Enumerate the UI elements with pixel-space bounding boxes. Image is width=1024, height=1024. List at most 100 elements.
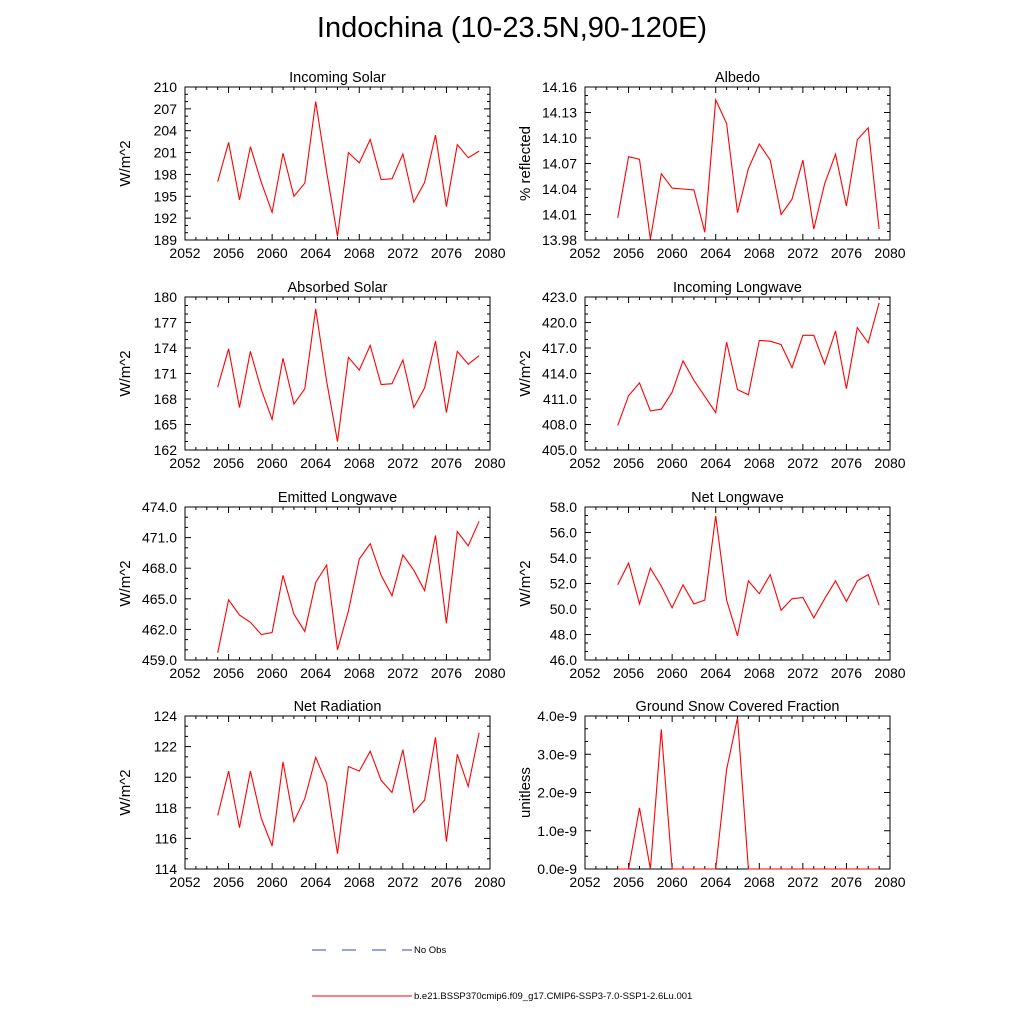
plot-frame [584,86,891,241]
y-tick-label: 168 [154,391,178,407]
x-tick-label: 2072 [787,455,818,471]
x-tick-label: 2060 [657,455,688,471]
legend-model-label: b.e21.BSSP370cmip6.f09_g17.CMIP6-SSP3-7.… [414,991,692,1002]
series-line [217,308,480,442]
y-tick-label: 417.0 [542,340,577,356]
y-tick-label: 180 [154,289,178,305]
y-tick-label: 474.0 [142,499,177,515]
y-tick-label: 52.0 [550,576,577,592]
y-tick-label: 177 [154,315,178,331]
chart-panel-7: Net Radiation W/m^2 2052 2056 2060 2064 2068 20… [117,699,506,890]
chart-panel-3: Absorbed Solar W/m^2 2052 2056 2060 2064 2068 2… [117,280,506,471]
chart-panel-1: Incoming Solar W/m^2 2052 2056 2060 2064 2068 2… [117,70,506,261]
figure-title: Indochina (10-23.5N,90-120E) [316,12,708,44]
x-tick-label: 2076 [831,874,862,890]
y-tick-label: 210 [154,79,178,95]
panel-title: Ground Snow Covered Fraction [636,699,840,715]
x-tick-label: 2060 [657,874,688,890]
series-line [217,732,480,854]
x-tick-label: 2060 [257,245,288,261]
x-tick-label: 2076 [831,245,862,261]
legend: No Obs b.e21.BSSP370cmip6.f09_g17.CMIP6-S… [312,945,692,1002]
x-tick-label: 2064 [700,665,731,681]
y-axis-label: W/m^2 [117,560,134,606]
y-tick-label: 465.0 [142,591,177,607]
x-tick-label: 2076 [431,665,462,681]
y-tick-label: 2.0e-9 [537,785,577,801]
y-tick-label: 207 [154,101,178,117]
plot-frame [184,86,491,241]
x-tick-label: 2052 [169,455,200,471]
y-tick-label: 48.0 [550,627,577,643]
y-tick-label: 114 [155,861,178,877]
y-axis-label: W/m^2 [517,560,534,606]
plot-frame [584,506,891,661]
series-line [617,302,880,426]
y-tick-label: 420.0 [542,315,577,331]
x-tick-label: 2068 [744,245,775,261]
x-tick-label: 2056 [613,874,644,890]
x-tick-label: 2076 [831,455,862,471]
x-tick-label: 2072 [387,455,418,471]
plot-frame [184,715,491,870]
y-tick-label: 14.01 [542,207,577,223]
panel-title: Emitted Longwave [278,490,397,506]
y-axis-label: W/m^2 [117,140,134,186]
y-tick-label: 411.0 [543,391,577,407]
y-tick-label: 414.0 [542,366,577,382]
x-tick-label: 2076 [431,455,462,471]
y-axis-label: % reflected [517,126,534,201]
y-tick-label: 46.0 [550,652,577,668]
y-tick-label: 174 [154,340,178,356]
series-line [217,521,480,654]
x-tick-label: 2056 [213,665,244,681]
y-axis-label: W/m^2 [117,769,134,815]
x-tick-label: 2072 [787,665,818,681]
x-tick-label: 2072 [787,245,818,261]
x-tick-label: 2060 [257,874,288,890]
y-tick-label: 58.0 [550,499,577,515]
y-tick-label: 14.07 [542,156,577,172]
x-tick-label: 2080 [474,874,505,890]
y-tick-label: 423.0 [542,289,577,305]
y-tick-label: 462.0 [142,621,177,637]
y-tick-label: 471.0 [142,530,177,546]
plot-frame [584,296,891,451]
y-tick-label: 1.0e-9 [537,823,577,839]
y-tick-label: 120 [154,769,178,785]
legend-obs-label: No Obs [414,945,446,956]
series-line [617,97,880,240]
x-tick-label: 2056 [213,245,244,261]
x-tick-label: 2076 [831,665,862,681]
panel-title: Incoming Solar [289,70,386,86]
y-tick-label: 204 [154,123,178,139]
x-tick-label: 2072 [787,874,818,890]
y-tick-label: 14.13 [542,105,577,121]
x-tick-label: 2064 [700,874,731,890]
x-tick-label: 2068 [744,455,775,471]
x-tick-label: 2068 [344,245,375,261]
y-tick-label: 122 [154,739,178,755]
series-line [617,515,880,636]
y-tick-label: 14.04 [542,181,577,197]
x-tick-label: 2064 [700,245,731,261]
x-tick-label: 2080 [874,874,905,890]
y-tick-label: 192 [154,210,178,226]
x-tick-label: 2052 [169,245,200,261]
chart-panel-2: Albedo % reflected 2052 2056 2060 2064 2068 207… [517,70,906,261]
x-tick-label: 2052 [169,874,200,890]
x-tick-label: 2072 [387,245,418,261]
x-tick-label: 2064 [300,455,331,471]
x-tick-label: 2060 [257,665,288,681]
x-tick-label: 2080 [874,665,905,681]
x-tick-label: 2072 [387,874,418,890]
chart-panel-6: Net Longwave W/m^2 2052 2056 2060 2064 2068 207… [517,490,906,681]
y-tick-label: 171 [154,366,178,382]
y-tick-label: 13.98 [542,232,577,248]
x-tick-label: 2068 [744,874,775,890]
chart-panel-8: Ground Snow Covered Fraction unitless 2052… [517,699,906,890]
y-tick-label: 165 [154,417,178,433]
y-tick-label: 189 [154,232,178,248]
y-axis-label: W/m^2 [517,350,534,396]
x-tick-label: 2052 [569,245,600,261]
